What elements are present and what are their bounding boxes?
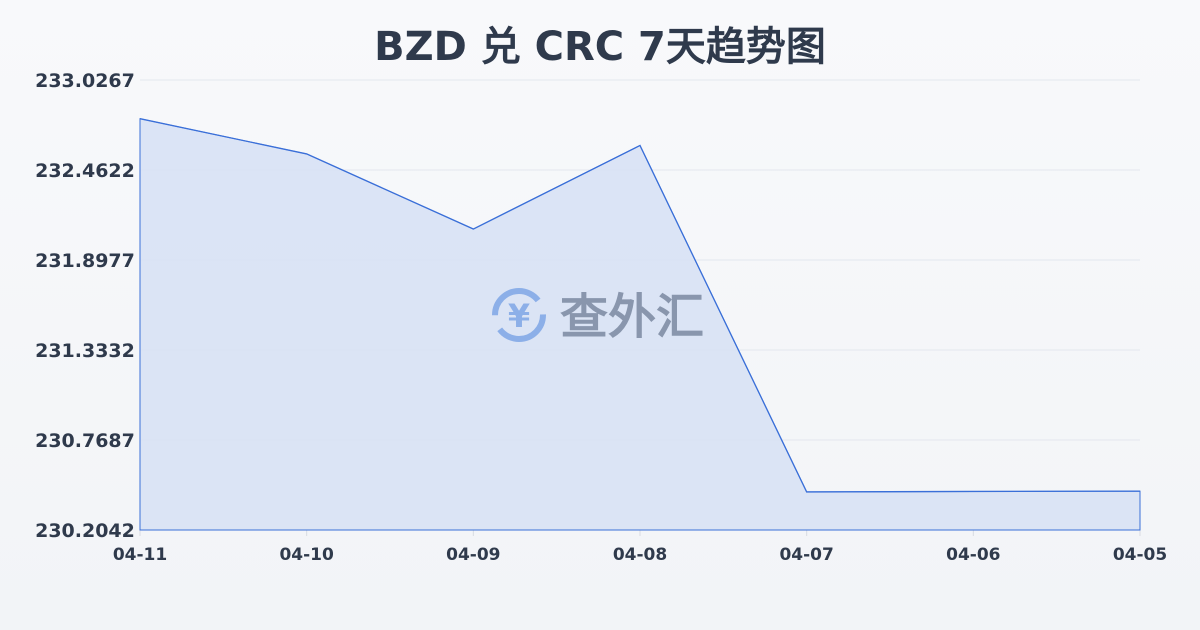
y-tick-label: 230.2042: [35, 520, 135, 542]
y-tick-label: 231.8977: [35, 250, 135, 272]
chart-title: BZD 兑 CRC 7天趋势图: [374, 24, 826, 70]
watermark-text: 查外汇: [560, 289, 704, 345]
y-tick-label: 230.7687: [35, 430, 135, 452]
x-tick-label: 04-11: [113, 545, 167, 565]
x-tick-label: 04-09: [446, 545, 500, 565]
x-tick-label: 04-10: [279, 545, 334, 565]
svg-text:¥: ¥: [508, 297, 530, 335]
y-tick-label: 233.0267: [35, 70, 135, 92]
y-tick-label: 231.3332: [35, 340, 135, 362]
watermark: ¥ 查外汇: [492, 288, 704, 345]
x-tick-label: 04-08: [613, 545, 667, 565]
yen-exchange-icon: ¥: [492, 288, 546, 342]
x-tick-label: 04-05: [1113, 545, 1167, 565]
x-tick-label: 04-07: [779, 545, 833, 565]
x-tick-label: 04-06: [946, 545, 1000, 565]
y-tick-label: 232.4622: [35, 160, 135, 182]
